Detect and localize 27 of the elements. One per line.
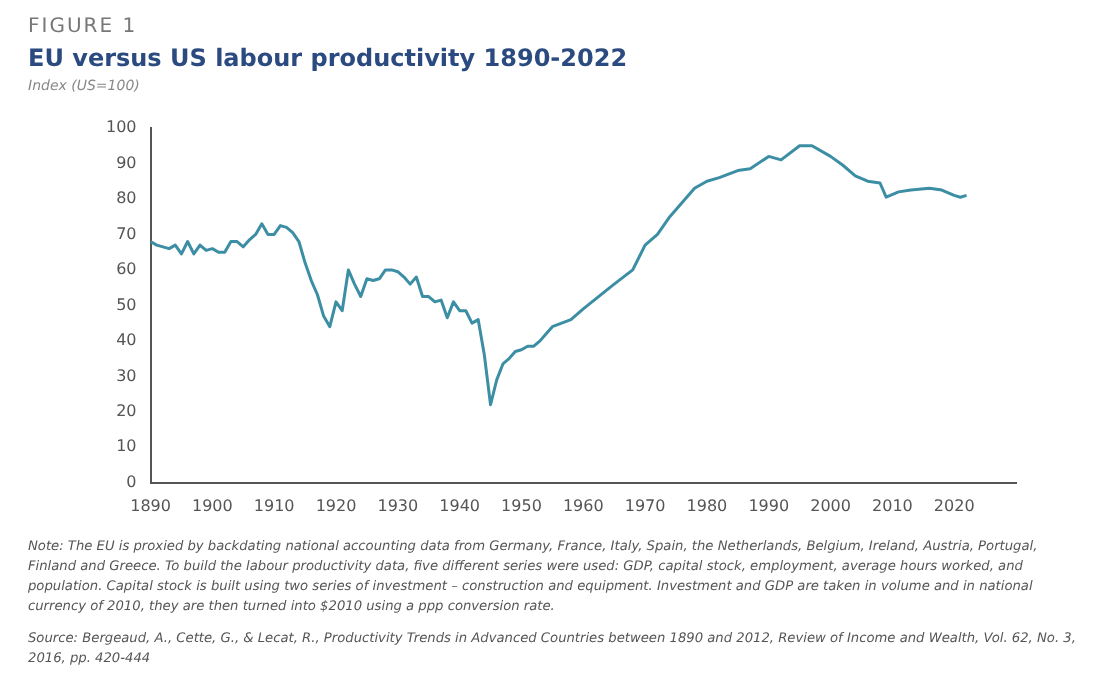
x-tick-label: 1950	[501, 496, 542, 515]
y-tick-label: 30	[116, 366, 137, 385]
x-tick-label: 1900	[192, 496, 233, 515]
x-tick-label: 1980	[686, 496, 728, 515]
x-tick-label: 1920	[315, 496, 357, 515]
y-tick-label: 10	[116, 437, 137, 456]
y-tick-label: 90	[116, 153, 137, 172]
caption: FIGURE 1	[28, 16, 138, 38]
y-tick-label: 60	[116, 260, 137, 279]
x-tick-label: 2000	[810, 496, 851, 515]
y-tick-label: 70	[116, 224, 137, 243]
x-tick-label: 1970	[624, 496, 666, 515]
x-tick-label: 1990	[748, 496, 790, 515]
x-tick-label: 1940	[439, 496, 480, 515]
chart-title: EU versus US labour productivity 1890-2022	[28, 44, 628, 72]
x-tick-label: 2010	[872, 496, 913, 515]
x-tick-label: 1960	[562, 496, 604, 515]
x-tick-label: 1890	[130, 496, 171, 515]
y-tick-label: 50	[116, 295, 137, 314]
y-tick-label: 80	[116, 189, 137, 208]
y-tick-label: 0	[126, 472, 137, 491]
x-tick-label: 1910	[253, 496, 295, 515]
x-tick-label: 2020	[933, 496, 975, 515]
y-tick-label: 20	[116, 402, 137, 420]
x-tick-label: 1930	[377, 496, 419, 515]
y-tick-label: 100	[105, 118, 137, 137]
y-tick-label: 40	[116, 331, 137, 350]
